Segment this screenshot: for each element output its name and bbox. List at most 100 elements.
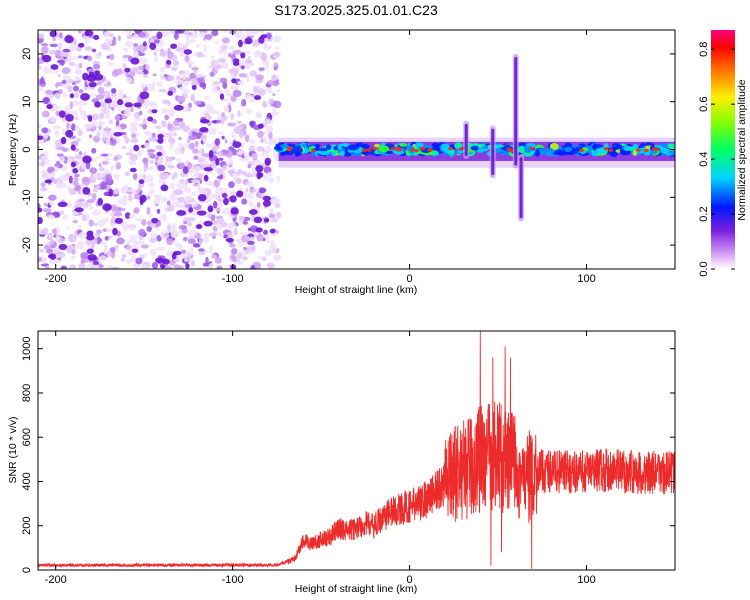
noise-blob	[39, 77, 45, 85]
noise-blob	[217, 201, 223, 209]
noise-blob	[230, 113, 234, 121]
snr-xlabel: Height of straight line (km)	[295, 583, 418, 595]
noise-blob	[261, 55, 266, 62]
noise-blob	[86, 263, 94, 269]
noise-blob	[168, 109, 176, 117]
noise-blob	[268, 245, 278, 254]
noise-blob	[160, 196, 168, 202]
noise-blob	[85, 161, 91, 170]
noise-blob-strong	[203, 220, 213, 227]
snr-ytick-label-3: 600	[21, 428, 33, 446]
noise-blob	[38, 256, 43, 263]
noise-blob	[150, 154, 157, 159]
noise-blob	[194, 140, 199, 147]
noise-blob	[68, 175, 73, 184]
noise-blob-strong	[88, 81, 97, 88]
noise-blob	[208, 262, 214, 269]
noise-blob	[109, 119, 114, 125]
noise-blob	[228, 222, 237, 228]
noise-blob	[46, 232, 53, 236]
noise-blob	[98, 166, 105, 172]
noise-blob	[208, 232, 218, 237]
spectrogram-xlabel: Height of straight line (km)	[295, 284, 418, 296]
noise-blob	[61, 79, 67, 84]
noise-blob	[71, 123, 76, 132]
noise-blob	[237, 80, 244, 86]
noise-blob	[171, 127, 181, 131]
noise-blob-strong	[235, 190, 244, 198]
noise-blob	[78, 62, 83, 69]
noise-blob	[146, 152, 154, 156]
noise-blob	[43, 133, 49, 140]
noise-blob	[157, 164, 166, 172]
spectrogram-ytick-label-3: 10	[21, 96, 33, 108]
noise-blob-strong	[65, 129, 74, 138]
noise-blob	[115, 162, 122, 170]
noise-blob-strong	[159, 264, 166, 269]
noise-blob	[203, 45, 207, 53]
noise-blob	[88, 134, 93, 139]
noise-blob	[197, 181, 201, 189]
noise-blob	[204, 95, 210, 100]
noise-blob	[110, 216, 118, 225]
noise-blob	[54, 259, 62, 264]
noise-blob	[233, 49, 242, 55]
noise-blob	[72, 219, 78, 224]
noise-blob	[276, 175, 280, 184]
noise-blob	[165, 157, 175, 162]
band-cell	[592, 143, 597, 151]
noise-blob	[222, 172, 227, 181]
noise-blob	[172, 60, 179, 66]
noise-blob	[106, 55, 111, 59]
noise-blob	[121, 207, 126, 211]
noise-blob-strong	[133, 144, 140, 152]
noise-blob	[174, 147, 181, 155]
noise-blob	[136, 240, 145, 246]
noise-blob	[118, 89, 124, 96]
noise-blob	[78, 263, 86, 269]
noise-blob	[202, 109, 212, 116]
band-cell	[549, 142, 559, 150]
noise-blob-strong	[199, 118, 210, 124]
noise-blob-strong	[223, 197, 229, 206]
noise-blob-strong	[208, 150, 214, 158]
noise-blob	[109, 53, 115, 61]
noise-blob	[166, 200, 171, 206]
noise-blob	[162, 234, 170, 238]
noise-blob	[87, 55, 93, 62]
noise-blob	[134, 117, 142, 122]
noise-blob	[59, 174, 69, 182]
noise-blob	[236, 252, 243, 260]
noise-blob	[168, 75, 175, 81]
noise-blob	[223, 30, 227, 34]
noise-blob	[258, 255, 268, 261]
noise-blob-strong	[147, 116, 154, 122]
noise-blob	[55, 82, 59, 88]
noise-blob	[182, 125, 190, 133]
noise-blob	[62, 91, 67, 99]
noise-blob	[268, 131, 273, 140]
noise-blob	[117, 35, 121, 41]
noise-blob	[272, 93, 276, 97]
noise-blob	[38, 145, 41, 150]
noise-blob-strong	[87, 115, 93, 122]
noise-blob	[236, 120, 240, 125]
noise-blob	[173, 119, 179, 126]
noise-blob-strong	[114, 217, 123, 224]
noise-blob	[247, 227, 252, 232]
noise-blob	[130, 255, 137, 264]
noise-blob	[249, 120, 255, 128]
band-peak	[579, 148, 585, 153]
noise-blob	[41, 127, 49, 134]
noise-blob	[74, 75, 79, 82]
noise-blob	[67, 171, 75, 178]
noise-blob	[250, 201, 254, 208]
noise-blob	[269, 239, 275, 248]
noise-blob	[49, 199, 55, 207]
noise-blob	[151, 261, 159, 269]
noise-blob	[160, 213, 168, 222]
spectrogram-ytick-label-2: 0	[21, 146, 33, 152]
noise-blob	[82, 204, 87, 209]
noise-blob	[52, 228, 57, 236]
noise-blob	[101, 130, 109, 138]
